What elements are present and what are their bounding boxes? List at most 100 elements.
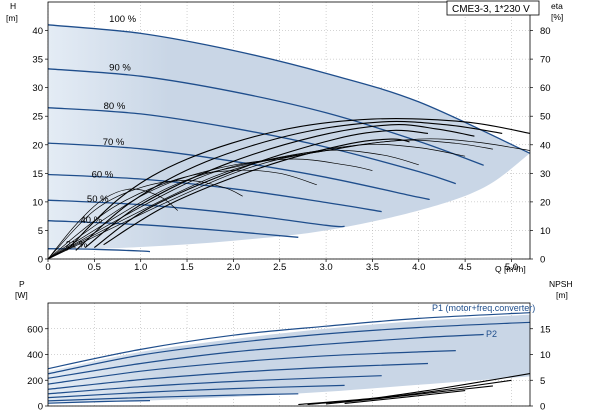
bottom-tick-label: 3.0	[319, 262, 332, 273]
right-tick-label: 40	[540, 140, 551, 151]
eta-curve	[47, 158, 373, 260]
p2-series-label: P2	[486, 329, 497, 339]
left-tick-label: 400	[27, 350, 43, 361]
eta-curve-dense	[75, 120, 503, 251]
right-tick-label: 15	[540, 324, 551, 335]
chart-title: CME3-3, 1*230 V	[452, 4, 530, 15]
p-axis-label: P	[19, 279, 25, 289]
npsh-axis-unit: [m]	[556, 290, 568, 300]
npsh-curves	[298, 373, 531, 406]
speed-label: 60 %	[92, 169, 114, 180]
left-tick-label: 20	[32, 140, 43, 151]
eta-axis-unit: [%]	[551, 12, 563, 22]
left-tick-label: 10	[32, 197, 43, 208]
power-curve	[47, 362, 429, 390]
left-tick-label: 200	[27, 376, 43, 387]
right-tick-label: 10	[540, 226, 551, 237]
speed-label: 80 %	[104, 101, 126, 112]
title-box	[446, 0, 540, 16]
head-curve-labels: 100 % 90 % 80 % 70 % 60 % 50 % 40 % 21 %	[66, 14, 137, 251]
right-tick-label: 80	[540, 26, 551, 37]
right-tick-label: 0	[540, 255, 545, 266]
speed-label: 70 %	[103, 137, 125, 148]
p1-series-label: P1 (motor+freq.converter)	[432, 303, 535, 313]
right-tick-label: 30	[540, 169, 551, 180]
head-envelope	[48, 24, 530, 251]
bottom-tick-label: 4.0	[412, 262, 425, 273]
speed-label: 40 %	[80, 215, 102, 226]
power-curve	[47, 400, 151, 404]
left-tick-label: 40	[32, 26, 43, 37]
head-curve	[47, 24, 531, 154]
left-tick-label: 600	[27, 324, 43, 335]
plot-frame	[47, 1, 531, 260]
h-axis-unit: [m]	[6, 13, 18, 23]
power-curve	[47, 312, 531, 370]
speed-label: 100 %	[109, 14, 136, 25]
head-curve	[47, 220, 299, 238]
eta-axis-label: eta	[551, 1, 563, 11]
speed-label: 90 %	[109, 63, 131, 74]
p-axis-unit: [W]	[15, 290, 28, 300]
left-tick-label: 5	[38, 226, 43, 237]
power-panel: 0 200 400 600 0 5 10 15 P [W] NPSH [m] P1 (moto…	[15, 279, 573, 413]
operating-envelope	[48, 314, 530, 405]
head-curve	[47, 107, 457, 185]
bottom-tick-label: 1.0	[134, 262, 147, 273]
bottom-tick-label: 2.0	[227, 262, 240, 273]
bottom-tick-label: 0	[45, 262, 50, 273]
head-panel: 0 0.5 1.0 1.5 2.0 2.5 3.0 3.5 4.0 4.5 5.0 0 5 10 15 20 2…	[6, 0, 563, 274]
left-tick-label: 0	[38, 255, 43, 266]
speed-label: 21 %	[66, 240, 88, 251]
power-curve	[47, 350, 456, 385]
head-curve	[47, 68, 484, 166]
head-curve	[47, 142, 430, 201]
left-tick-label: 0	[38, 402, 43, 413]
operating-envelope	[48, 24, 530, 251]
bottom-tick-label: 0.5	[88, 262, 101, 273]
eta-curves	[47, 118, 531, 260]
head-axes	[47, 1, 531, 260]
head-curve	[47, 173, 382, 213]
npsh-curve	[326, 385, 493, 405]
bottom-tick-label: 2.5	[273, 262, 286, 273]
eta-curve-dense	[93, 129, 429, 249]
npsh-curve	[307, 379, 512, 406]
eta-curve	[47, 143, 466, 260]
npsh-axis-label: NPSH	[549, 279, 573, 289]
eta-curve-dense	[66, 118, 531, 251]
power-curve	[47, 321, 531, 375]
power-curve	[47, 333, 484, 379]
power-envelope	[48, 314, 530, 405]
head-ticks: 0 0.5 1.0 1.5 2.0 2.5 3.0 3.5 4.0 4.5 5.0 0 5 10 15 20 2…	[32, 26, 550, 273]
bottom-tick-label: 4.5	[459, 262, 472, 273]
speed-label: 50 %	[87, 194, 109, 205]
npsh-curve	[344, 390, 466, 404]
power-curve	[47, 375, 382, 395]
bottom-tick-label: 3.5	[366, 262, 379, 273]
head-curves	[47, 24, 531, 253]
power-curves	[47, 312, 531, 404]
power-curve	[47, 384, 345, 399]
right-tick-label: 60	[540, 83, 551, 94]
left-tick-label: 15	[32, 169, 43, 180]
left-tick-label: 35	[32, 55, 43, 66]
bottom-tick-label: 1.5	[180, 262, 193, 273]
power-ticks: 0 200 400 600 0 5 10 15	[27, 324, 550, 412]
eta-curve	[47, 188, 179, 260]
eta-curve-dense	[103, 138, 410, 246]
left-tick-label: 25	[32, 112, 43, 123]
left-tick-label: 30	[32, 83, 43, 94]
eta-curve	[47, 138, 531, 260]
right-tick-label: 5	[540, 376, 545, 387]
bottom-tick-label: 5.0	[505, 262, 518, 273]
right-tick-label: 0	[540, 402, 545, 413]
h-axis-label: H	[10, 1, 16, 11]
right-tick-label: 70	[540, 55, 551, 66]
right-tick-label: 10	[540, 350, 551, 361]
right-tick-label: 20	[540, 197, 551, 208]
power-curve	[47, 393, 299, 402]
right-tick-label: 50	[540, 112, 551, 123]
